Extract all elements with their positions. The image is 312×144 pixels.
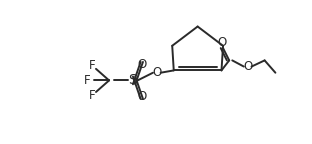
Text: O: O bbox=[152, 66, 161, 79]
Text: S: S bbox=[129, 73, 137, 87]
Text: F: F bbox=[89, 58, 95, 72]
Text: O: O bbox=[138, 90, 147, 103]
Text: F: F bbox=[84, 74, 91, 87]
Text: O: O bbox=[243, 60, 252, 73]
Text: F: F bbox=[89, 89, 95, 102]
Text: O: O bbox=[138, 58, 147, 71]
Text: O: O bbox=[218, 36, 227, 49]
